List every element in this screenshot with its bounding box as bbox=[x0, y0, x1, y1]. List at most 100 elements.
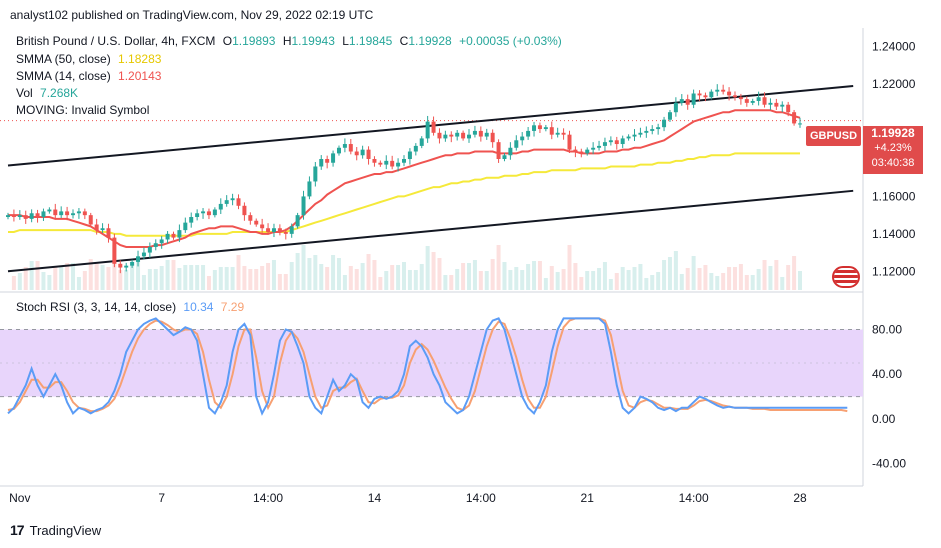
volume-bar bbox=[11, 276, 16, 290]
candle-body bbox=[792, 112, 797, 124]
candle-body bbox=[153, 243, 158, 247]
candle-body bbox=[715, 89, 720, 92]
candle-body bbox=[650, 129, 655, 131]
candle-body bbox=[266, 228, 271, 232]
volume-bar bbox=[786, 265, 791, 290]
symbol-legend[interactable]: British Pound / U.S. Dollar, 4h, FXCM O1… bbox=[16, 34, 562, 48]
candle-body bbox=[685, 99, 690, 105]
footer-brand[interactable]: 17 TradingView bbox=[10, 522, 101, 538]
open-label: O bbox=[222, 34, 233, 48]
candle-body bbox=[147, 246, 152, 253]
candle-body bbox=[567, 134, 572, 150]
price-tick-label: 1.24000 bbox=[872, 40, 916, 54]
candle-body bbox=[348, 144, 353, 152]
candle-body bbox=[106, 228, 111, 238]
volume-bar bbox=[65, 263, 70, 290]
candle-body bbox=[189, 217, 194, 223]
candle-body bbox=[94, 224, 99, 231]
time-tick-label: 14:00 bbox=[466, 491, 496, 505]
volume-bar bbox=[697, 268, 702, 290]
smma14-value: 1.20143 bbox=[118, 69, 162, 83]
volume-bar bbox=[82, 271, 87, 290]
candle-body bbox=[656, 127, 661, 130]
candle-body bbox=[662, 119, 667, 128]
volume-bar bbox=[94, 262, 99, 290]
candle-body bbox=[124, 265, 129, 268]
volume-bar bbox=[597, 268, 602, 290]
volume-bar bbox=[703, 265, 708, 290]
volume-bar bbox=[301, 245, 306, 290]
candle-body bbox=[798, 123, 802, 125]
candle-body bbox=[141, 252, 146, 257]
candle-body bbox=[484, 132, 489, 137]
bar-countdown: 03:40:38 bbox=[871, 157, 915, 169]
candle-body bbox=[461, 132, 466, 139]
candle-body bbox=[195, 213, 200, 218]
candle-body bbox=[171, 233, 176, 238]
us-flag-icon[interactable] bbox=[832, 266, 860, 288]
volume-legend[interactable]: Vol 7.268K bbox=[16, 86, 78, 100]
candle-body bbox=[260, 224, 265, 229]
volume-bar bbox=[147, 269, 152, 290]
volume-bar bbox=[555, 272, 560, 290]
candle-body bbox=[407, 151, 412, 159]
candle-body bbox=[289, 226, 294, 234]
candle-body bbox=[614, 140, 619, 145]
candle-body bbox=[130, 261, 135, 266]
candle-body bbox=[602, 142, 607, 146]
volume-bar bbox=[384, 271, 389, 290]
candle-body bbox=[496, 142, 501, 159]
volume-bar bbox=[738, 264, 743, 290]
volume-bar bbox=[579, 277, 584, 290]
price-tick-label: 1.16000 bbox=[872, 189, 916, 203]
volume-bar bbox=[189, 265, 194, 290]
symbol-name: British Pound / U.S. Dollar, 4h, FXCM bbox=[16, 34, 216, 48]
candle-body bbox=[236, 198, 241, 206]
volume-bar bbox=[768, 266, 773, 290]
candle-body bbox=[679, 99, 684, 103]
price-change-pct: +4.23% bbox=[874, 142, 912, 154]
candle-body bbox=[71, 213, 76, 216]
moving-label: MOVING: Invalid Symbol bbox=[16, 103, 150, 117]
candle-body bbox=[17, 215, 22, 218]
volume-bar bbox=[667, 257, 672, 290]
candle-body bbox=[478, 130, 483, 137]
volume-bar bbox=[727, 267, 732, 290]
stoch-tick-label: 0.00 bbox=[872, 412, 896, 426]
volume-bar bbox=[289, 262, 294, 290]
volume-label: Vol bbox=[16, 86, 33, 100]
volume-bar bbox=[277, 274, 282, 290]
candle-body bbox=[224, 200, 229, 204]
volume-bar bbox=[88, 259, 93, 290]
volume-bar bbox=[431, 252, 436, 290]
candle-body bbox=[378, 162, 383, 165]
candle-body bbox=[472, 130, 477, 135]
time-tick-label: 28 bbox=[793, 491, 807, 505]
volume-bar bbox=[715, 276, 720, 290]
candle-body bbox=[230, 198, 235, 201]
candle-body bbox=[703, 95, 708, 98]
moving-legend[interactable]: MOVING: Invalid Symbol bbox=[16, 103, 149, 117]
volume-bar bbox=[626, 270, 631, 290]
current-price-box: 1.19928 +4.23% 03:40:38 bbox=[863, 126, 923, 174]
candle-body bbox=[112, 237, 117, 264]
smma50-legend[interactable]: SMMA (50, close) 1.18283 bbox=[16, 52, 161, 66]
volume-bar bbox=[496, 245, 501, 290]
candle-body bbox=[59, 211, 64, 216]
volume-bar bbox=[638, 264, 643, 290]
volume-bar bbox=[124, 270, 129, 290]
volume-bar bbox=[159, 266, 164, 290]
volume-bar bbox=[260, 266, 265, 290]
price-tick-label: 1.12000 bbox=[872, 264, 916, 278]
volume-bar bbox=[307, 258, 312, 290]
smma14-line bbox=[8, 109, 801, 248]
candle-body bbox=[396, 162, 401, 167]
smma14-legend[interactable]: SMMA (14, close) 1.20143 bbox=[16, 69, 161, 83]
volume-bar bbox=[455, 269, 460, 290]
volume-bar bbox=[780, 277, 785, 290]
stoch-d-value: 7.29 bbox=[220, 300, 245, 314]
stoch-legend[interactable]: Stoch RSI (3, 3, 14, 14, close) 10.34 7.… bbox=[16, 300, 244, 314]
candle-body bbox=[183, 222, 188, 231]
close-label: C bbox=[399, 34, 409, 48]
